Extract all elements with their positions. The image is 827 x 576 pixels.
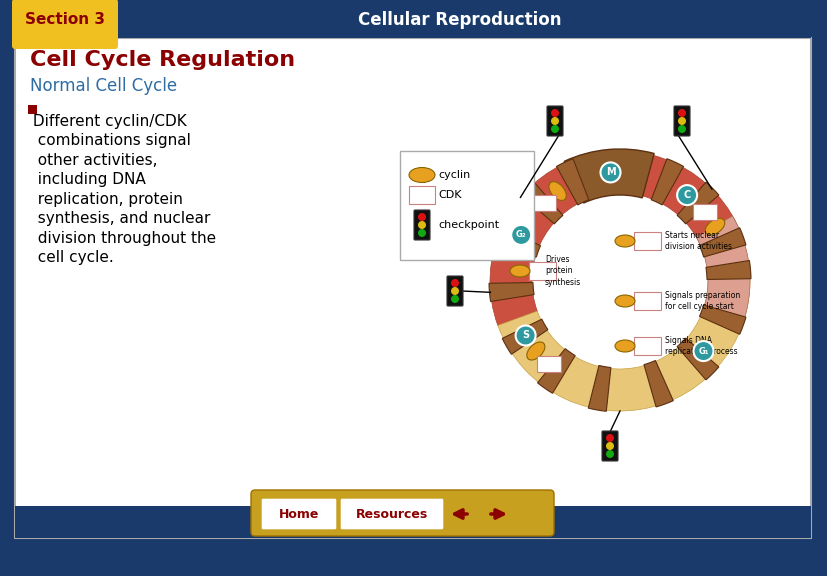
Text: Different cyclin/CDK: Different cyclin/CDK <box>28 114 187 129</box>
Wedge shape <box>696 216 749 325</box>
Ellipse shape <box>548 181 566 200</box>
Wedge shape <box>502 319 547 354</box>
Circle shape <box>677 109 686 117</box>
FancyBboxPatch shape <box>692 204 716 220</box>
Circle shape <box>605 450 614 458</box>
Ellipse shape <box>526 342 544 360</box>
Text: G₁: G₁ <box>697 347 708 355</box>
FancyBboxPatch shape <box>547 106 562 136</box>
Wedge shape <box>494 228 540 257</box>
FancyBboxPatch shape <box>531 195 555 211</box>
Ellipse shape <box>614 235 634 247</box>
Text: cyclin: cyclin <box>437 170 470 180</box>
Circle shape <box>418 229 425 237</box>
FancyBboxPatch shape <box>15 2 810 38</box>
Circle shape <box>451 279 458 287</box>
Circle shape <box>550 125 558 133</box>
Circle shape <box>550 109 558 117</box>
Wedge shape <box>588 365 610 411</box>
Text: combinations signal: combinations signal <box>28 134 191 149</box>
Text: C: C <box>682 190 690 200</box>
Ellipse shape <box>409 168 434 183</box>
Text: Cellular Reproduction: Cellular Reproduction <box>358 11 561 29</box>
FancyBboxPatch shape <box>28 105 37 114</box>
Ellipse shape <box>614 295 634 307</box>
Text: other activities,: other activities, <box>28 153 157 168</box>
Ellipse shape <box>509 265 529 277</box>
FancyBboxPatch shape <box>261 498 337 530</box>
Wedge shape <box>699 228 745 257</box>
Text: Section 3: Section 3 <box>25 13 105 28</box>
Circle shape <box>677 125 686 133</box>
Wedge shape <box>520 182 562 224</box>
Ellipse shape <box>705 218 724 235</box>
Circle shape <box>605 442 614 450</box>
Circle shape <box>676 185 696 205</box>
FancyBboxPatch shape <box>601 431 617 461</box>
Text: cell cycle.: cell cycle. <box>28 251 113 266</box>
Text: synthesis, and nuclear: synthesis, and nuclear <box>28 211 210 226</box>
FancyBboxPatch shape <box>447 276 462 306</box>
Text: division throughout the: division throughout the <box>28 231 216 246</box>
Circle shape <box>600 162 619 183</box>
FancyBboxPatch shape <box>15 38 810 538</box>
Wedge shape <box>563 149 653 203</box>
Text: Resources: Resources <box>356 507 428 521</box>
Circle shape <box>451 287 458 295</box>
Text: replication, protein: replication, protein <box>28 192 183 207</box>
FancyBboxPatch shape <box>673 106 689 136</box>
Circle shape <box>550 117 558 125</box>
Circle shape <box>693 341 713 361</box>
Wedge shape <box>537 348 575 393</box>
Text: including DNA: including DNA <box>28 172 146 188</box>
FancyBboxPatch shape <box>414 210 429 240</box>
Text: CDK: CDK <box>437 190 461 200</box>
Text: M: M <box>605 168 614 177</box>
Text: S: S <box>521 331 528 340</box>
Ellipse shape <box>614 340 634 352</box>
Text: G₂: G₂ <box>515 230 526 240</box>
Circle shape <box>605 434 614 442</box>
Text: Normal Cell Cycle: Normal Cell Cycle <box>30 77 177 95</box>
FancyBboxPatch shape <box>399 151 533 260</box>
FancyBboxPatch shape <box>528 262 555 280</box>
Text: Signals DNA
replication process: Signals DNA replication process <box>664 336 737 356</box>
FancyBboxPatch shape <box>633 232 660 250</box>
Text: Starts nuclear
division activities: Starts nuclear division activities <box>664 231 731 251</box>
Wedge shape <box>699 305 745 334</box>
Wedge shape <box>489 282 533 301</box>
FancyBboxPatch shape <box>633 292 660 310</box>
Circle shape <box>515 325 535 346</box>
Circle shape <box>418 213 425 221</box>
Wedge shape <box>490 151 741 325</box>
FancyBboxPatch shape <box>15 506 810 538</box>
Wedge shape <box>650 159 682 205</box>
FancyBboxPatch shape <box>536 356 560 372</box>
Circle shape <box>510 225 531 245</box>
Circle shape <box>451 295 458 303</box>
Text: Drives
protein
synthesis: Drives protein synthesis <box>544 255 581 287</box>
Wedge shape <box>676 182 718 224</box>
FancyBboxPatch shape <box>409 186 434 204</box>
FancyBboxPatch shape <box>12 0 118 49</box>
Wedge shape <box>676 338 718 380</box>
Wedge shape <box>705 260 750 279</box>
Text: checkpoint: checkpoint <box>437 220 499 230</box>
Wedge shape <box>643 361 672 407</box>
Circle shape <box>418 221 425 229</box>
Text: Home: Home <box>279 507 318 521</box>
Circle shape <box>677 117 686 125</box>
FancyBboxPatch shape <box>633 337 660 355</box>
Wedge shape <box>556 159 588 205</box>
Text: Cell Cycle Regulation: Cell Cycle Regulation <box>30 50 294 70</box>
FancyBboxPatch shape <box>340 498 443 530</box>
Wedge shape <box>497 237 749 411</box>
FancyBboxPatch shape <box>251 490 553 536</box>
Text: Signals preparation
for cell cycle start: Signals preparation for cell cycle start <box>664 291 739 311</box>
